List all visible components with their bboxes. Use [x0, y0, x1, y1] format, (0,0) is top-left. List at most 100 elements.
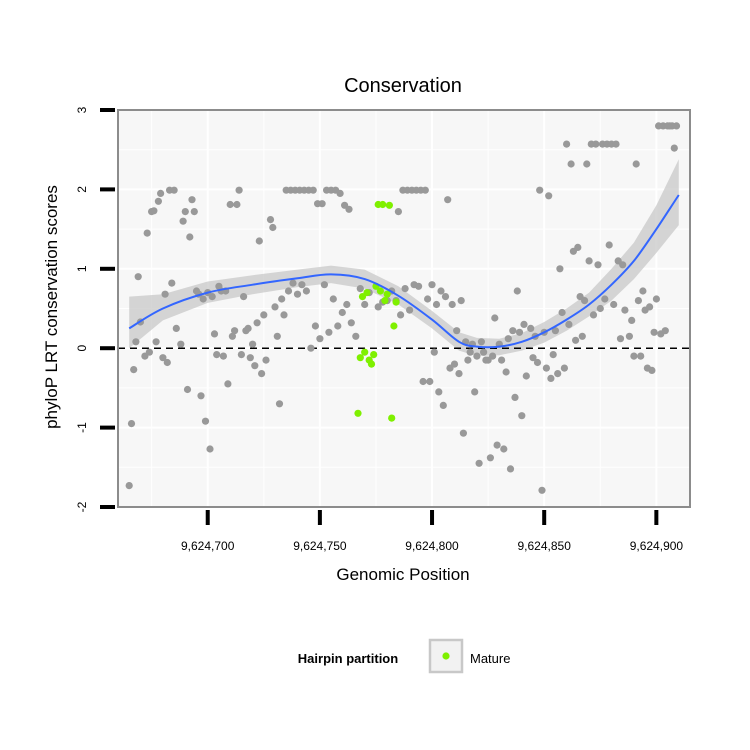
data-point — [493, 441, 501, 449]
data-point-mature — [390, 322, 398, 330]
data-point — [415, 282, 423, 290]
data-point — [486, 454, 494, 462]
data-point — [258, 370, 266, 378]
data-point — [551, 327, 560, 335]
x-tick-label: 9,624,700 — [181, 539, 235, 553]
data-point — [213, 351, 221, 359]
data-point-mature — [354, 409, 362, 417]
data-point — [361, 300, 369, 309]
data-point — [224, 380, 232, 388]
data-point — [536, 186, 544, 194]
data-point-mature — [361, 348, 369, 356]
data-point — [471, 388, 479, 396]
data-point — [298, 281, 306, 289]
legend: Hairpin partition Mature — [298, 638, 510, 674]
data-point — [648, 366, 656, 374]
data-point-mature — [376, 287, 384, 295]
chart-title: Conservation — [344, 75, 462, 97]
y-tick-label: 1 — [75, 265, 89, 272]
legend-title: Hairpin partition — [298, 651, 398, 666]
data-point — [630, 352, 638, 360]
data-point — [560, 364, 569, 372]
data-point — [424, 295, 432, 303]
data-point — [489, 352, 497, 360]
data-point — [509, 327, 517, 335]
data-point — [145, 348, 153, 356]
data-point — [432, 300, 441, 309]
data-point — [253, 319, 261, 327]
data-point — [504, 335, 512, 343]
data-point — [130, 366, 138, 374]
data-point — [320, 281, 328, 289]
data-point — [157, 189, 165, 197]
data-point — [394, 208, 402, 216]
data-point — [632, 160, 640, 168]
x-axis-title: Genomic Position — [336, 565, 469, 584]
data-point — [183, 385, 192, 394]
data-points — [125, 122, 681, 494]
data-point — [421, 186, 429, 194]
data-point-mature — [383, 290, 391, 298]
data-point — [527, 324, 535, 332]
data-point — [172, 324, 180, 332]
data-point — [426, 377, 434, 386]
data-point — [269, 223, 277, 232]
data-point — [646, 303, 654, 311]
data-point — [419, 377, 427, 386]
data-point — [545, 192, 553, 200]
data-point — [612, 140, 620, 148]
data-point — [177, 340, 185, 348]
data-point — [401, 285, 409, 293]
data-point — [450, 360, 459, 368]
data-point-mature — [367, 360, 376, 368]
data-point — [533, 358, 542, 367]
data-point — [574, 243, 582, 251]
data-point — [231, 327, 239, 335]
data-point — [475, 459, 483, 467]
data-point — [280, 311, 288, 319]
data-point — [616, 335, 625, 343]
data-point — [249, 340, 257, 348]
data-point — [477, 338, 485, 346]
data-point — [134, 273, 142, 281]
data-point — [352, 332, 360, 340]
data-point — [219, 352, 227, 360]
data-point — [441, 293, 450, 301]
data-point — [672, 122, 681, 130]
data-point — [262, 356, 270, 364]
plot-frame — [117, 109, 691, 508]
data-point-mature — [370, 351, 378, 359]
data-point — [511, 393, 519, 401]
y-tick-label: -2 — [75, 501, 89, 512]
data-point-mature — [388, 414, 396, 422]
data-point — [480, 348, 488, 356]
data-point — [334, 322, 342, 330]
data-point — [601, 295, 609, 303]
data-point — [154, 197, 162, 205]
data-point — [226, 200, 234, 209]
data-point — [637, 352, 645, 360]
data-point — [439, 401, 447, 409]
data-point — [406, 306, 414, 314]
data-point — [513, 287, 521, 295]
data-point — [273, 332, 281, 340]
data-point — [374, 303, 382, 311]
data-point-mature — [385, 201, 393, 209]
data-point — [453, 327, 461, 335]
data-point — [625, 332, 634, 340]
data-point — [567, 160, 575, 168]
data-point — [343, 300, 351, 309]
data-point — [266, 216, 275, 224]
y-axis: -2 -1 0 1 2 3 — [75, 106, 115, 512]
data-point — [163, 358, 171, 367]
data-point-mature — [356, 354, 364, 362]
data-point — [244, 324, 252, 332]
x-tick-label: 9,624,750 — [293, 539, 347, 553]
y-tick-label: 3 — [75, 106, 89, 113]
data-point — [325, 328, 333, 336]
data-point — [581, 297, 589, 305]
data-point — [228, 332, 236, 340]
data-point — [271, 303, 279, 311]
data-point — [161, 290, 169, 298]
